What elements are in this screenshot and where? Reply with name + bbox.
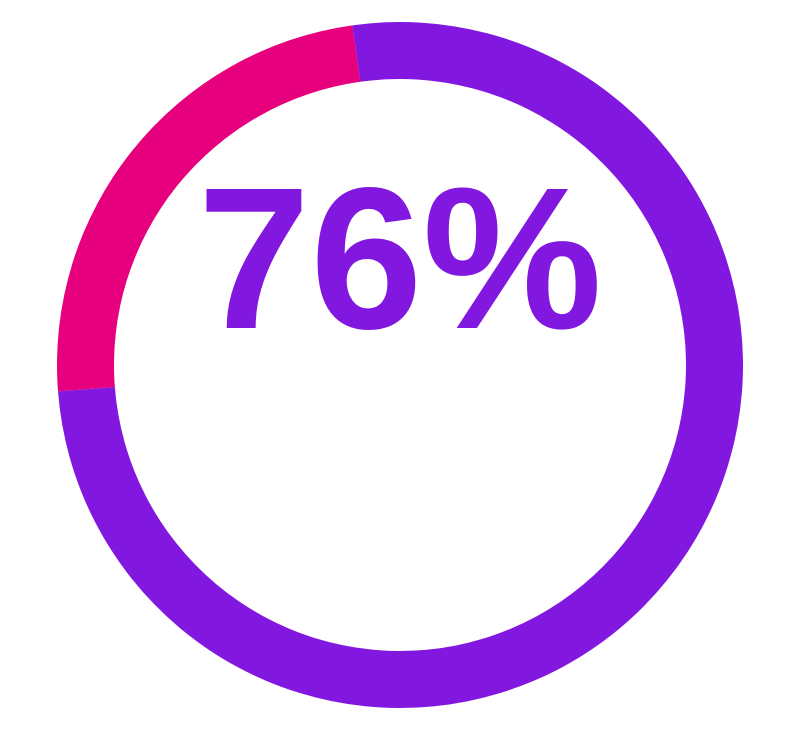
donut-slice-remainder	[56, 25, 361, 392]
donut-slices	[56, 22, 744, 708]
center-percentage-label: 76%	[198, 145, 602, 371]
